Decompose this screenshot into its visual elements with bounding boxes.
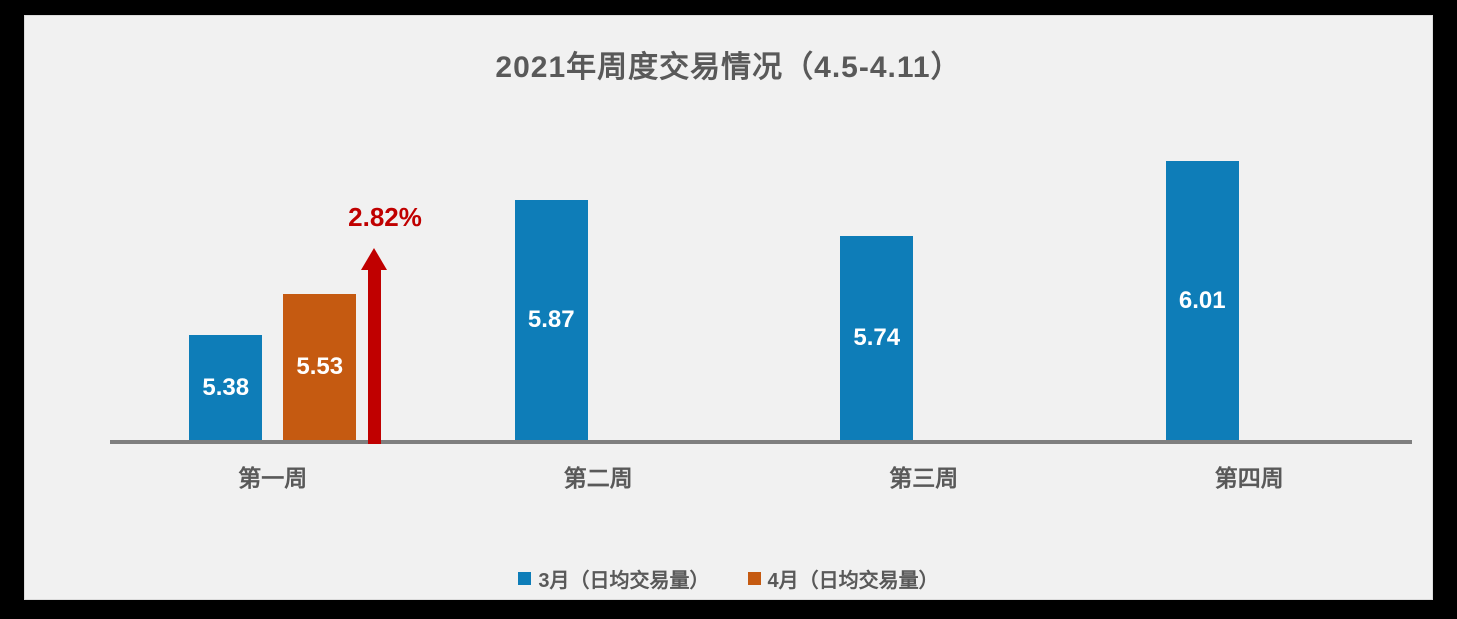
chart-title: 2021年周度交易情况（4.5-4.11） (495, 51, 962, 84)
category-label-4: 第四周 (1214, 465, 1284, 491)
plot-area: 5.38 5.53 5.87 5.74 6.01 第一周 第二周 第三周 第四周 2.82% (25, 16, 1432, 599)
legend-item-1: 3月（日均交易量） (518, 564, 710, 593)
bar-value-label: 5.38 (202, 373, 250, 401)
bar-series2-第一周: 5.53 (283, 294, 357, 440)
legend-label: 4月（日均交易量） (767, 570, 939, 592)
chart-legend: 3月（日均交易量） 4月（日均交易量） (25, 564, 1432, 593)
growth-percent-label: 2.82% (348, 202, 422, 232)
bar-value-label: 5.74 (853, 324, 901, 351)
bar-series1-第三周: 5.74 (840, 236, 914, 440)
bar-series1-第一周: 5.38 (189, 335, 263, 440)
up-arrow-head (361, 248, 387, 270)
bar-series1-第二周: 5.87 (514, 200, 588, 440)
bar-value-label: 6.01 (1178, 286, 1226, 314)
chart-slide: 2021年周度交易情况（4.5-4.11） 5.38 5.53 5.87 5.74 6.… (24, 15, 1433, 600)
category-label-1: 第一周 (238, 465, 308, 491)
legend-swatch-icon (747, 572, 761, 585)
x-axis-line (110, 440, 1412, 444)
category-label-2: 第二周 (563, 465, 633, 491)
bar-series1-第四周: 6.01 (1165, 161, 1239, 440)
bar-value-label: 5.53 (296, 353, 344, 380)
legend-item-2: 4月（日均交易量） (747, 564, 939, 593)
legend-swatch-icon (518, 572, 532, 585)
legend-label: 3月（日均交易量） (538, 570, 710, 592)
bar-value-label: 5.87 (527, 306, 575, 333)
up-arrow-shaft (367, 268, 381, 444)
category-label-3: 第三周 (889, 465, 959, 491)
